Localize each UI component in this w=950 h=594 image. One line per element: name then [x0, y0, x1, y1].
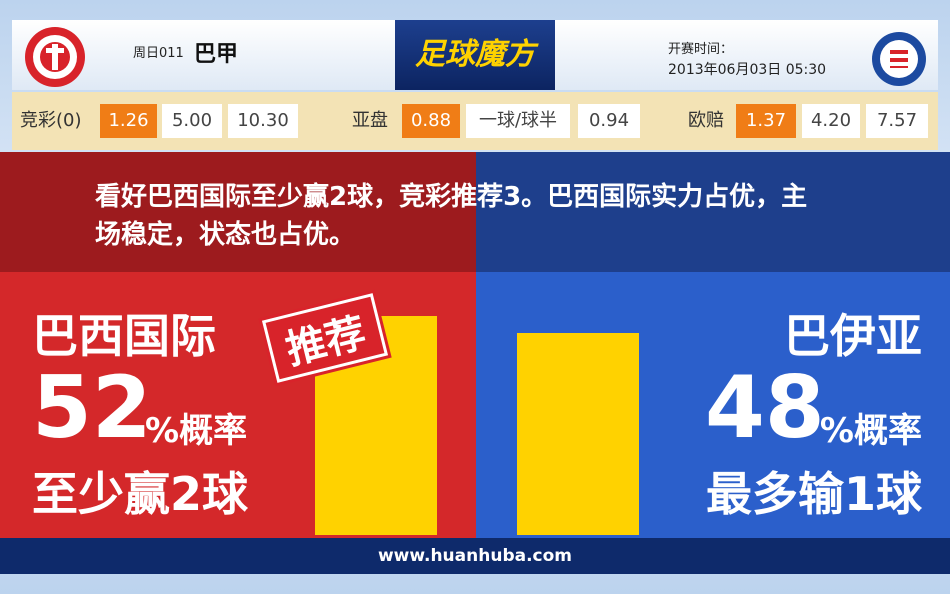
- league: 巴甲: [194, 42, 239, 67]
- away-overlay: [476, 152, 950, 272]
- away-outcome: 最多输1球: [705, 467, 922, 521]
- odds-value: 一球/球半: [466, 104, 570, 138]
- odds-value: 4.20: [802, 104, 860, 138]
- recommendation: 看好巴西国际至少赢2球，竞彩推荐3。巴西国际实力占优，主场稳定，状态也占优。: [95, 182, 808, 250]
- odds-label: 竞彩(0): [20, 110, 82, 131]
- footer: www.huanhuba.com: [0, 538, 950, 574]
- odds-value: 7.57: [866, 104, 928, 138]
- away-unit: %概率: [819, 411, 922, 451]
- away-name: 巴伊亚: [784, 309, 922, 363]
- odds-value: 1.37: [736, 104, 796, 138]
- odds-value: 10.30: [228, 104, 298, 138]
- brand: 足球魔方: [395, 20, 555, 90]
- away-probability: 48: [705, 358, 825, 458]
- home-name: 巴西国际: [32, 309, 216, 363]
- odds-value: 0.94: [578, 104, 640, 138]
- home-probability: 52: [32, 358, 152, 458]
- odds-value: 1.26: [100, 104, 157, 138]
- match-no: 周日011: [133, 46, 184, 61]
- odds-value: 5.00: [162, 104, 222, 138]
- kickoff-time: 2013年06月03日 05:30: [668, 62, 827, 78]
- odds-label: 欧赔: [688, 110, 724, 131]
- home-unit: %概率: [145, 411, 248, 451]
- home-outcome: 至少赢2球: [32, 467, 249, 521]
- home-logo: [25, 27, 85, 87]
- home-overlay: [0, 152, 476, 272]
- odds-value: 0.88: [402, 104, 460, 138]
- kickoff-label: 开赛时间：: [668, 42, 734, 57]
- odds-label: 亚盘: [352, 110, 388, 131]
- away-bar: [517, 332, 639, 535]
- away-logo: [872, 32, 926, 86]
